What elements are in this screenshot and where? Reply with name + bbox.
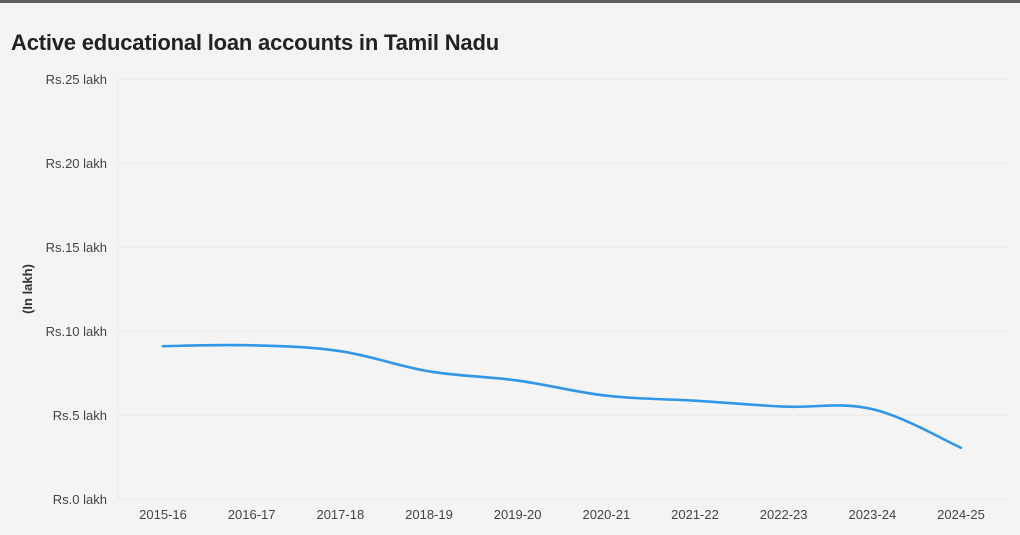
- x-tick-label: 2017-18: [316, 507, 364, 522]
- series-line: [161, 343, 963, 450]
- x-tick-label: 2019-20: [494, 507, 542, 522]
- x-tick-label: 2021-22: [671, 507, 719, 522]
- x-tick-label: 2022-23: [760, 507, 808, 522]
- x-tick-label: 2018-19: [405, 507, 453, 522]
- top-border: [0, 0, 1020, 3]
- y-tick-label: Rs.15 lakh: [46, 240, 107, 255]
- y-tick-label: Rs.20 lakh: [46, 156, 107, 171]
- y-tick-label: Rs.25 lakh: [46, 72, 107, 87]
- x-tick-label: 2015-16: [139, 507, 187, 522]
- x-tick-label: 2020-21: [582, 507, 630, 522]
- x-tick-label: 2016-17: [228, 507, 276, 522]
- chart-title: Active educational loan accounts in Tami…: [11, 30, 499, 55]
- y-tick-label: Rs.0 lakh: [53, 492, 107, 507]
- y-tick-label: Rs.5 lakh: [53, 408, 107, 423]
- x-tick-label: 2023-24: [848, 507, 896, 522]
- y-axis-title: (In lakh): [20, 264, 35, 314]
- y-tick-label: Rs.10 lakh: [46, 324, 107, 339]
- x-tick-label: 2024-25: [937, 507, 985, 522]
